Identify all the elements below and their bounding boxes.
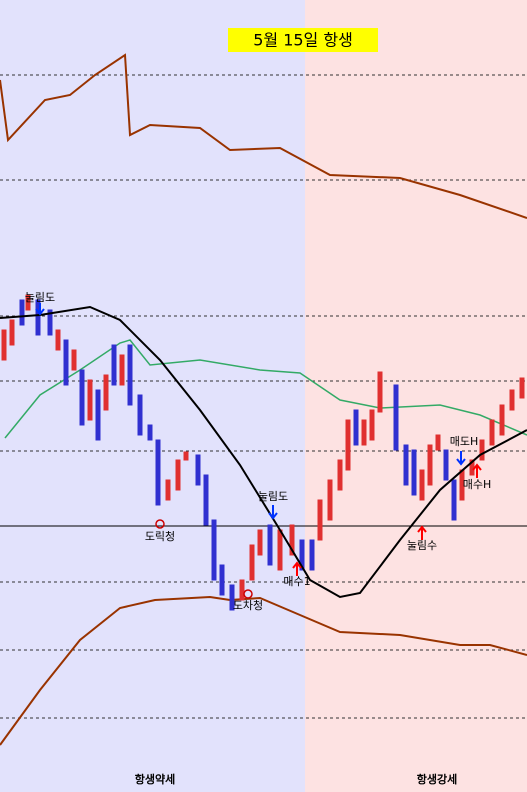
title: 5월 15일 항생 <box>253 31 353 50</box>
annotation: 눌림도 <box>25 291 55 304</box>
annotation: 매수H <box>463 478 492 491</box>
candles <box>1 294 525 611</box>
green-average <box>4 339 527 439</box>
grid <box>0 74 527 719</box>
arrows <box>35 303 482 599</box>
bearish-zone <box>0 0 305 792</box>
annotation: 도차청 <box>233 599 263 612</box>
black-average <box>0 305 527 599</box>
annotation: 눌림도 <box>258 490 288 503</box>
annotation: 매도H <box>450 435 479 448</box>
title-box <box>228 28 378 52</box>
annotation: 매수1 <box>283 575 310 588</box>
annotation: 도릭청 <box>145 530 175 543</box>
upper-band <box>0 53 527 219</box>
zone-label: 항생강세 <box>417 772 457 786</box>
bullish-zone <box>305 0 527 792</box>
lower-band <box>0 595 527 746</box>
zone-label: 항생약세 <box>135 772 175 786</box>
annotation: 눌림수 <box>407 539 437 552</box>
